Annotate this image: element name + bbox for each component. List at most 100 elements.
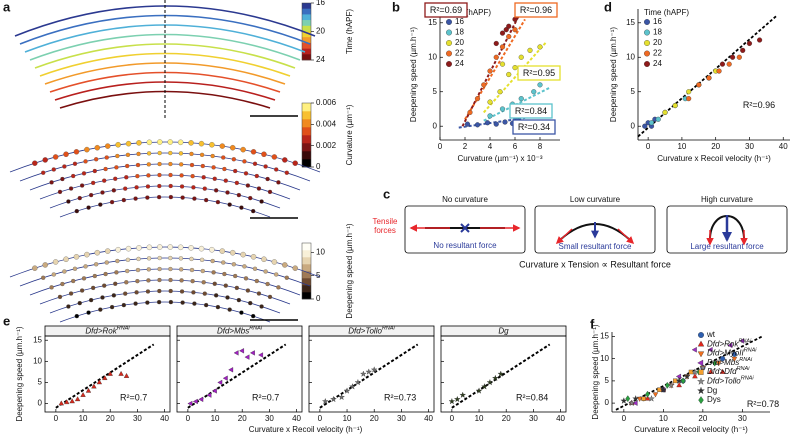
legend-label-main: 20 [455,38,464,47]
legend-marker [644,40,650,46]
data-point [459,391,467,398]
tissue-arc [19,152,311,182]
data-point [645,390,650,398]
tissue-dot [115,141,121,148]
legend-label: 22 [653,49,662,58]
data-point [69,398,75,404]
tissue-dot [121,302,126,308]
data-point [211,388,217,394]
facet-title-sup: RNAi [382,326,396,332]
tissue-dot [63,256,69,262]
legend-label-main: Dfd>MyoII [707,349,744,358]
colorbar-swatch [302,257,311,265]
facet-title-main: Dfd>Rok [85,327,117,336]
tissue-dot [189,151,194,157]
tissue-dot [62,269,67,274]
tissue-dot [146,256,152,261]
data-point [625,395,631,403]
colorbar-swatch [302,271,311,279]
column-title: Low curvature [570,195,621,204]
annotation-box [424,2,468,18]
result-label: Large resultant force [690,242,764,251]
x-tick-label: 40 [779,142,788,151]
legend-label-main: 24 [653,59,662,68]
colorbar-tick-label: 0.002 [316,141,337,150]
x-tick-label: 10 [79,414,88,423]
legend-label-sup: RNAi [744,348,758,354]
tissue-dot [156,194,162,200]
legend-label: Dfd>DfdRNAi [707,367,750,377]
data-point [338,393,345,401]
y-tick-label: 0 [38,399,43,408]
x-tick-label: 40 [160,414,169,423]
y-tick-label: 10 [600,354,609,363]
y-tick-label: 5 [605,376,610,385]
data-point [474,96,481,102]
tissue-dot [254,278,259,284]
data-point [354,378,362,386]
data-point [343,387,351,394]
data-point [676,382,682,388]
x-tick-label: 20 [711,142,720,151]
tissue-dot [240,251,246,258]
colorbar-swatch [302,31,311,38]
legend-label-main: 16 [455,17,464,26]
legend-label-main: 24 [455,59,464,68]
tissue-dot [102,283,107,288]
data-point [217,379,223,386]
data-point [360,370,367,377]
data-point [642,123,648,129]
legend-label: 18 [653,28,662,37]
tissue-dot [167,244,173,250]
tissue-dot [221,260,226,265]
tissue-dot [245,288,251,293]
legend-label-main: Dfd>Tollo [707,377,741,386]
y-tick-label: 10 [428,52,437,61]
tissue-dot [135,174,140,179]
data-point [731,351,737,357]
x-tick-label: 20 [238,414,247,423]
tissue-dot [292,160,298,166]
legend-marker [698,396,704,405]
tissue-dot [94,262,99,267]
tissue-dot [234,180,239,186]
colorbar-label: Time (hAPF) [345,9,354,54]
data-point [706,75,712,81]
colorbar-swatch [302,285,311,293]
tissue-dot [157,150,162,156]
x-tick-label: 0 [186,414,191,423]
tissue-dot [145,195,150,200]
tissue-dot [243,171,249,176]
tissue-dot [134,290,139,295]
data-point [454,395,461,403]
tissue-dot [63,151,69,157]
legend-label-main: 20 [653,38,662,47]
tissue-dot [201,280,206,285]
x-tick-label: 8 [538,142,543,151]
tissue-dot [256,186,262,191]
force-label: Tensile [373,217,398,226]
tissue-dot [136,256,141,262]
data-point [74,396,81,402]
result-label: No resultant force [433,241,497,250]
data-point [192,398,198,405]
tissue-dot [146,162,151,167]
tissue-dot [212,281,217,286]
tissue-dot [104,155,109,160]
data-point [740,47,746,53]
tissue-arc [34,43,296,69]
y-tick-label: 0 [631,121,636,130]
data-point [686,89,692,95]
colorbar-swatch [302,14,311,21]
tissue-dot [104,260,109,265]
data-point [474,122,481,128]
tissue-dot [102,178,107,183]
legend-label-main: Dg [707,386,717,395]
tissue-dot [267,189,273,195]
legend-label-sup: RNAi [737,367,751,373]
tissue-dot [100,295,105,300]
colorbar-tick-label: 0 [316,162,321,171]
tissue-arc [19,257,311,287]
tissue-dot [91,180,96,186]
data-point [322,397,329,405]
